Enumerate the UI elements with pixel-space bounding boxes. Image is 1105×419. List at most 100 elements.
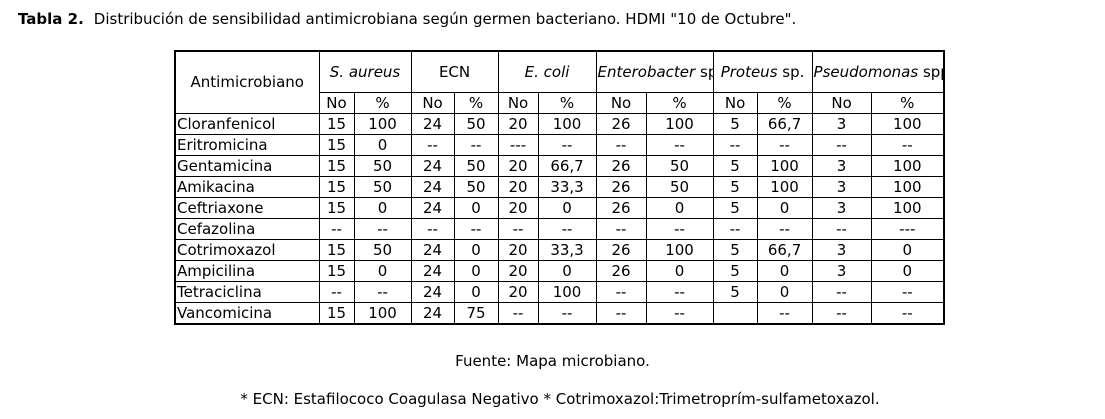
data-cell: 3 xyxy=(811,239,872,261)
data-cell: 0 xyxy=(453,197,499,219)
data-cell: -- xyxy=(353,218,412,240)
data-cell: 0 xyxy=(453,260,499,282)
data-cell: 15 xyxy=(318,197,355,219)
data-cell: -- xyxy=(645,134,714,156)
row-label: Cotrimoxazol xyxy=(174,239,320,261)
data-cell: 15 xyxy=(318,302,355,325)
note: * ECN: Estafilococo Coagulasa Negativo *… xyxy=(240,390,880,408)
subheader-cell: % xyxy=(645,92,714,114)
data-cell: -- xyxy=(537,218,597,240)
data-cell: 5 xyxy=(712,155,758,177)
data-cell: 5 xyxy=(712,176,758,198)
data-row: Cefazolina -- -- -- -- -- -- -- -- -- -- -- --- xyxy=(174,218,945,240)
data-cell: 100 xyxy=(645,113,714,135)
data-cell: 33,3 xyxy=(537,239,597,261)
organism-name: Pseudomonas xyxy=(813,62,919,81)
subheader-cell: % xyxy=(453,92,499,114)
data-cell: 20 xyxy=(497,281,539,303)
subheader-cell: No xyxy=(811,92,872,114)
title-label: Tabla 2. xyxy=(18,10,84,28)
source: Fuente: Mapa microbiano. xyxy=(455,352,650,370)
organism-suffix: sp. xyxy=(782,62,805,81)
data-cell: -- xyxy=(811,281,872,303)
organism-suffix: spp. xyxy=(922,62,943,81)
data-cell: -- xyxy=(870,134,945,156)
data-cell: 5 xyxy=(712,197,758,219)
organism-header: Pseudomonas spp. xyxy=(811,50,945,93)
data-cell: 24 xyxy=(410,260,455,282)
data-cell: 0 xyxy=(353,197,412,219)
data-cell: 5 xyxy=(712,239,758,261)
data-cell: -- xyxy=(410,218,455,240)
data-cell: 3 xyxy=(811,155,872,177)
subheader-cell: No xyxy=(712,92,758,114)
data-cell: 100 xyxy=(756,155,813,177)
row-label: Vancomicina xyxy=(174,302,320,325)
data-row: Ceftriaxone 15 0 24 0 20 0 26 0 5 0 3 100 xyxy=(174,197,945,219)
data-cell: 20 xyxy=(497,113,539,135)
data-cell: 5 xyxy=(712,260,758,282)
data-cell: 0 xyxy=(453,281,499,303)
data-cell: 50 xyxy=(453,176,499,198)
data-cell: 15 xyxy=(318,155,355,177)
data-cell: 100 xyxy=(870,155,945,177)
data-row: Tetraciclina -- -- 24 0 20 100 -- -- 5 0 -- -- xyxy=(174,281,945,303)
data-row: Cotrimoxazol 15 50 24 0 20 33,3 26 100 5 66,7 3 0 xyxy=(174,239,945,261)
data-cell: 5 xyxy=(712,113,758,135)
row-label: Amikacina xyxy=(174,176,320,198)
data-cell: 0 xyxy=(870,239,945,261)
data-cell: -- xyxy=(645,302,714,325)
data-cell: -- xyxy=(537,302,597,325)
data-cell: 0 xyxy=(353,134,412,156)
data-row: Amikacina 15 50 24 50 20 33,3 26 50 5 100 3 100 xyxy=(174,176,945,198)
data-cell: 26 xyxy=(595,155,647,177)
data-row: Cloranfenicol 15 100 24 50 20 100 26 100 5 66,7 3 10… xyxy=(174,113,945,135)
data-cell: 15 xyxy=(318,134,355,156)
data-cell: 100 xyxy=(756,176,813,198)
data-cell: 24 xyxy=(410,113,455,135)
subheader-cell: No xyxy=(595,92,647,114)
data-cell: -- xyxy=(497,218,539,240)
data-cell: -- xyxy=(811,134,872,156)
data-cell: 50 xyxy=(453,113,499,135)
data-cell: -- xyxy=(756,218,813,240)
title: Tabla 2. Distribución de sensibilidad ant… xyxy=(18,10,796,28)
data-cell: 15 xyxy=(318,239,355,261)
data-cell: 50 xyxy=(353,239,412,261)
organism-name: ECN xyxy=(438,62,471,81)
data-cell: -- xyxy=(645,218,714,240)
organism-header: Proteus sp. xyxy=(712,50,813,93)
row-label: Tetraciclina xyxy=(174,281,320,303)
row-label: Ampicilina xyxy=(174,260,320,282)
data-cell: 24 xyxy=(410,302,455,325)
organism-name: E. coli xyxy=(524,62,570,81)
data-cell: -- xyxy=(870,281,945,303)
data-cell: 100 xyxy=(645,239,714,261)
data-cell: 3 xyxy=(811,197,872,219)
data-cell: --- xyxy=(497,134,539,156)
data-cell: 100 xyxy=(870,113,945,135)
data-cell: --- xyxy=(870,218,945,240)
data-cell: 24 xyxy=(410,176,455,198)
data-cell: 26 xyxy=(595,113,647,135)
data-cell: 50 xyxy=(353,176,412,198)
data-cell: 0 xyxy=(756,281,813,303)
data-cell: 100 xyxy=(353,302,412,325)
data-cell: -- xyxy=(712,134,758,156)
data-cell: 50 xyxy=(645,176,714,198)
data-cell: -- xyxy=(318,218,355,240)
data-cell: 24 xyxy=(410,155,455,177)
data-cell: -- xyxy=(870,302,945,325)
data-cell: -- xyxy=(497,302,539,325)
row-label: Eritromicina xyxy=(174,134,320,156)
data-cell: 50 xyxy=(645,155,714,177)
data-cell: 26 xyxy=(595,176,647,198)
data-cell: -- xyxy=(318,281,355,303)
data-cell: 3 xyxy=(811,260,872,282)
title-text: Distribución de sensibilidad antimicrobi… xyxy=(93,10,797,28)
data-cell: -- xyxy=(811,218,872,240)
data-cell: 100 xyxy=(870,197,945,219)
data-cell: -- xyxy=(645,281,714,303)
data-cell: 66,7 xyxy=(537,155,597,177)
data-cell: -- xyxy=(595,134,647,156)
